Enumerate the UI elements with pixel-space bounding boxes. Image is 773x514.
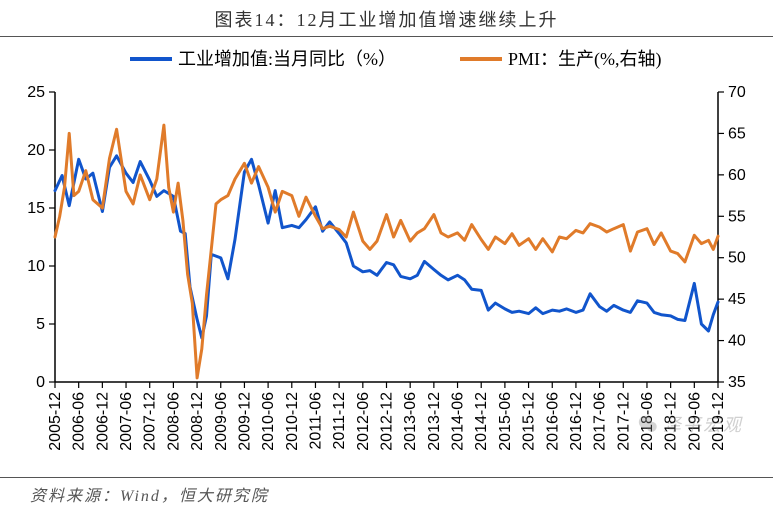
- svg-text:2009-12: 2009-12: [236, 392, 253, 451]
- svg-text:10: 10: [27, 258, 45, 275]
- svg-text:2017-12: 2017-12: [615, 392, 632, 451]
- svg-text:2014-12: 2014-12: [473, 392, 490, 451]
- svg-text:PMI：生产(%,右轴): PMI：生产(%,右轴): [508, 49, 662, 70]
- chart-header: 图表14：12月工业增加值增速继续上升: [0, 0, 773, 37]
- svg-text:60: 60: [728, 167, 746, 184]
- svg-text:2012-06: 2012-06: [355, 392, 372, 451]
- svg-text:50: 50: [728, 250, 746, 267]
- svg-text:2006-12: 2006-12: [94, 392, 111, 451]
- svg-text:2008-12: 2008-12: [189, 392, 206, 451]
- svg-text:2011-12: 2011-12: [331, 392, 348, 450]
- svg-text:2007-12: 2007-12: [142, 392, 159, 451]
- chart-container: 工业增加值:当月同比（%） PMI：生产(%,右轴) 0 5 10 15 20 25 35 40 4…: [0, 37, 773, 477]
- svg-text:70: 70: [728, 84, 746, 101]
- svg-text:2013-12: 2013-12: [426, 392, 443, 451]
- svg-text:65: 65: [728, 125, 746, 142]
- svg-text:2005-12: 2005-12: [47, 392, 64, 451]
- svg-text:5: 5: [36, 316, 45, 333]
- svg-text:25: 25: [27, 84, 45, 101]
- svg-text:2010-12: 2010-12: [284, 392, 301, 451]
- svg-text:0: 0: [36, 374, 45, 391]
- chart-title: 图表14：12月工业增加值增速继续上升: [215, 6, 559, 32]
- svg-text:工业增加值:当月同比（%）: 工业增加值:当月同比（%）: [178, 49, 396, 69]
- svg-text:2019-12: 2019-12: [710, 392, 727, 451]
- svg-text:2017-06: 2017-06: [592, 392, 609, 451]
- svg-text:2013-06: 2013-06: [402, 392, 419, 451]
- svg-text:2018-12: 2018-12: [663, 392, 680, 451]
- svg-text:2019-06: 2019-06: [686, 392, 703, 451]
- svg-text:2008-06: 2008-06: [165, 392, 182, 451]
- svg-text:15: 15: [27, 200, 45, 217]
- svg-text:35: 35: [728, 374, 746, 391]
- svg-text:2011-06: 2011-06: [307, 392, 324, 450]
- svg-text:45: 45: [728, 291, 746, 308]
- line-chart: 工业增加值:当月同比（%） PMI：生产(%,右轴) 0 5 10 15 20 25 35 40 4…: [0, 37, 773, 477]
- svg-text:55: 55: [728, 208, 746, 225]
- svg-text:2010-06: 2010-06: [260, 392, 277, 451]
- chart-source: 资料来源：Wind，恒大研究院: [30, 488, 269, 505]
- chart-footer: 资料来源：Wind，恒大研究院: [0, 477, 773, 510]
- svg-text:2015-06: 2015-06: [497, 392, 514, 451]
- svg-text:2012-12: 2012-12: [379, 392, 396, 451]
- svg-text:2015-12: 2015-12: [521, 392, 538, 451]
- svg-text:40: 40: [728, 333, 746, 350]
- svg-text:2016-06: 2016-06: [544, 392, 561, 451]
- svg-text:20: 20: [27, 142, 45, 159]
- svg-text:2009-06: 2009-06: [213, 392, 230, 451]
- svg-text:2014-06: 2014-06: [450, 392, 467, 451]
- svg-text:2018-06: 2018-06: [639, 392, 656, 451]
- svg-text:2007-06: 2007-06: [118, 392, 135, 451]
- svg-text:2016-12: 2016-12: [568, 392, 585, 451]
- svg-text:2006-06: 2006-06: [71, 392, 88, 451]
